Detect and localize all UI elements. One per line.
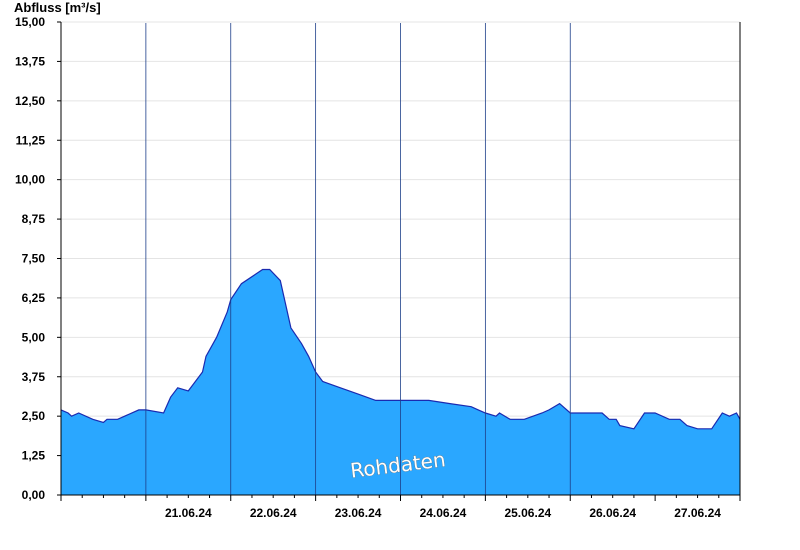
x-tick-label: 22.06.24 <box>250 506 297 520</box>
x-tick-label: 23.06.24 <box>335 506 382 520</box>
x-tick-label: 24.06.24 <box>420 506 467 520</box>
y-tick-label: 1,25 <box>22 449 46 463</box>
y-tick-label: 6,25 <box>22 291 46 305</box>
y-tick-label: 2,50 <box>22 409 46 423</box>
x-tick-label: 25.06.24 <box>504 506 551 520</box>
y-tick-label: 0,00 <box>22 488 46 502</box>
y-tick-label: 3,75 <box>22 370 46 384</box>
y-tick-label: 7,50 <box>22 252 46 266</box>
y-axis-ticks: 0,00 1,25 2,50 3,75 5,00 6,25 7,50 8,75 10,00 11,… <box>15 15 61 502</box>
discharge-line <box>60 268 741 430</box>
day-boundary-lines <box>145 23 571 495</box>
y-tick-label: 13,75 <box>15 54 45 68</box>
x-tick-label: 21.06.24 <box>165 506 212 520</box>
x-tick-label: 27.06.24 <box>674 506 721 520</box>
y-tick-label: 5,00 <box>22 330 46 344</box>
y-tick-label: 15,00 <box>15 15 45 29</box>
y-axis-label: Abfluss [m³/s] <box>14 0 101 15</box>
y-tick-label: 8,75 <box>22 212 46 226</box>
x-tick-label: 26.06.24 <box>589 506 636 520</box>
y-tick-label: 11,25 <box>16 133 46 147</box>
x-axis-ticks: 21.06.24 22.06.24 23.06.24 24.06.24 25.06.24… <box>60 495 741 520</box>
y-tick-label: 12,50 <box>15 94 45 108</box>
y-tick-label: 10,00 <box>15 173 45 187</box>
